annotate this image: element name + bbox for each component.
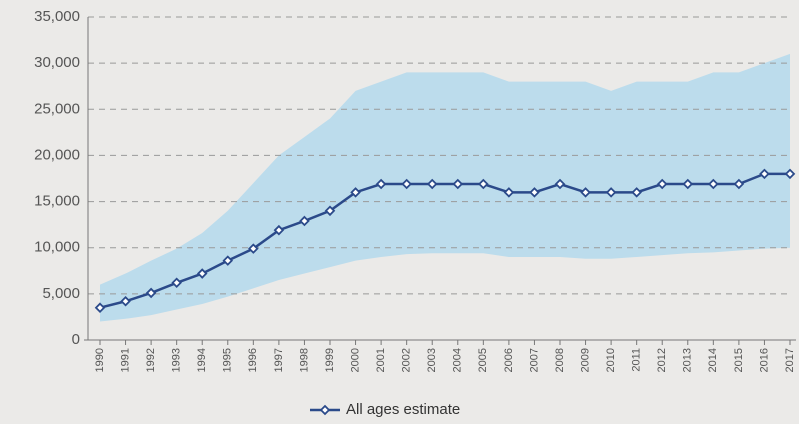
marker xyxy=(196,268,208,279)
x-tick-label: 2007 xyxy=(528,348,540,372)
x-tick-label: 1994 xyxy=(196,348,208,372)
uncertainty-band xyxy=(100,53,790,322)
marker xyxy=(324,205,336,217)
marker xyxy=(503,187,515,198)
x-tick-label: 2006 xyxy=(503,348,515,372)
x-tick-label: 1998 xyxy=(298,348,310,372)
y-tick-label: 25,000 xyxy=(34,100,80,117)
x-tick-label: 2009 xyxy=(579,348,591,372)
x-tick-label: 1993 xyxy=(171,348,183,372)
y-tick-label: 10,000 xyxy=(34,239,80,256)
x-tick-label: 2015 xyxy=(733,348,745,372)
x-tick-label: 1999 xyxy=(324,348,336,372)
marker xyxy=(299,215,310,227)
y-tick-label: 15,000 xyxy=(34,193,80,210)
x-tick-label: 2008 xyxy=(554,348,566,372)
x-tick-label: 2000 xyxy=(349,348,361,372)
x-tick-label: 2002 xyxy=(401,348,413,372)
marker xyxy=(94,302,106,313)
marker xyxy=(222,255,234,266)
x-tick-label: 1997 xyxy=(273,348,285,372)
marker xyxy=(452,178,464,190)
marker xyxy=(145,287,157,299)
x-tick-label: 2016 xyxy=(758,348,770,372)
marker xyxy=(784,168,796,180)
marker xyxy=(580,187,591,198)
x-tick-label: 2010 xyxy=(605,348,617,372)
x-tick-label: 2011 xyxy=(631,348,643,372)
marker xyxy=(605,187,617,198)
marker xyxy=(631,187,642,198)
x-tick-label: 1990 xyxy=(94,348,106,372)
marker xyxy=(554,178,566,190)
x-tick-label: 2004 xyxy=(452,348,464,372)
y-tick-label: 20,000 xyxy=(34,146,80,163)
x-tick-label: 2005 xyxy=(477,348,489,372)
marker xyxy=(682,178,694,190)
marker xyxy=(171,277,182,289)
x-tick-label: 2013 xyxy=(682,348,694,372)
legend-marker xyxy=(319,404,331,416)
x-tick-label: 2014 xyxy=(707,348,719,372)
x-tick-label: 2003 xyxy=(426,348,438,372)
x-tick-label: 1995 xyxy=(222,348,234,372)
marker xyxy=(759,168,770,180)
marker xyxy=(478,178,489,190)
x-tick-label: 1996 xyxy=(247,348,259,372)
marker xyxy=(350,187,361,198)
x-tick-label: 2017 xyxy=(784,348,796,372)
marker xyxy=(273,224,285,236)
x-tick-label: 2001 xyxy=(375,348,387,372)
x-tick-label: 2012 xyxy=(656,348,668,372)
marker xyxy=(120,295,131,307)
line xyxy=(99,172,790,309)
marker xyxy=(656,178,668,190)
legend-label: All ages estimate xyxy=(346,401,460,418)
y-tick-label: 30,000 xyxy=(34,54,80,71)
marker xyxy=(733,178,745,190)
y-tick-label: 5,000 xyxy=(42,285,80,302)
marker xyxy=(708,178,719,190)
y-tick-label: 0 xyxy=(72,331,80,348)
marker xyxy=(401,178,412,190)
marker xyxy=(426,178,438,190)
marker xyxy=(529,187,540,198)
marker xyxy=(375,178,387,190)
marker xyxy=(248,243,259,254)
x-tick-label: 1991 xyxy=(119,348,131,372)
x-tick-label: 1992 xyxy=(145,348,157,372)
y-tick-label: 35,000 xyxy=(34,8,80,25)
